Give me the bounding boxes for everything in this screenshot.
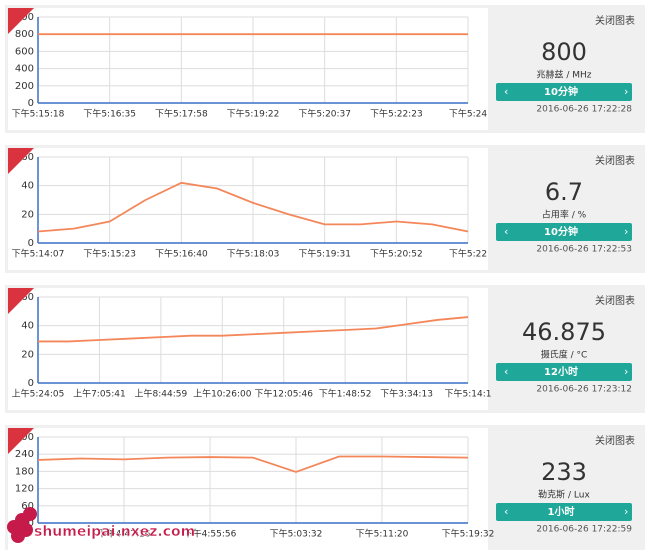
y-tick-label: 240 [15, 449, 34, 460]
x-tick-label: 下午5:14:07 [12, 248, 65, 260]
x-tick-label: 下午5:19:31 [298, 248, 351, 260]
y-tick-label: 20 [21, 349, 34, 360]
reading: 6.7 [545, 178, 583, 206]
data-line [38, 316, 469, 343]
data-line [37, 181, 469, 233]
chart-area [8, 148, 488, 270]
x-tick-label: 下午5:18:03 [227, 248, 280, 260]
x-tick-label: 下午5:11:20 [356, 528, 409, 540]
range-button[interactable] [496, 363, 632, 381]
x-tick-label: 下午5:17:58 [155, 108, 208, 120]
x-tick-label: 下午5:20:37 [298, 108, 351, 120]
y-tick-label: 180 [15, 466, 34, 477]
x-tick-label: 下午12:05:46 [255, 388, 314, 400]
y-tick-label: 200 [15, 81, 34, 92]
range-label[interactable]: 10分钟 [544, 85, 578, 98]
range-prev[interactable]: ‹ [504, 225, 508, 238]
corner-badge [8, 428, 34, 454]
data-line [37, 455, 469, 473]
unit: 兆赫兹 / MHz [536, 69, 591, 81]
corner-badge [8, 148, 34, 174]
x-tick-label: 下午4:47:16 [98, 528, 151, 540]
range-button[interactable] [496, 223, 632, 241]
close-chart[interactable]: 关闭图表 [595, 434, 635, 447]
chart-area [8, 288, 488, 410]
logo-berry [11, 529, 25, 543]
corner-badge [8, 288, 34, 314]
y-tick-label: 60 [21, 501, 34, 512]
x-tick-label: 上午10:26:00 [193, 388, 252, 400]
reading: 800 [541, 38, 587, 66]
x-tick-label: 下午5:15:23 [83, 248, 136, 260]
x-tick-label: 下午5:22:23 [370, 108, 423, 120]
x-tick-label: 下午5:16:35 [83, 108, 136, 120]
reading: 46.875 [522, 318, 606, 346]
logo-berry [23, 507, 37, 521]
range-prev[interactable]: ‹ [504, 505, 508, 518]
x-tick-label: 下午3:34:13 [380, 388, 433, 400]
range-prev[interactable]: ‹ [504, 365, 508, 378]
y-tick-label: 120 [15, 484, 34, 495]
x-tick-label: 下午5:16:40 [155, 248, 208, 260]
x-tick-label: 上午5:24:05 [12, 388, 65, 400]
range-next[interactable]: › [624, 85, 628, 98]
x-tick-label: 下午5:15:18 [12, 108, 65, 120]
x-tick-label: 下午5:03:32 [270, 528, 323, 540]
x-tick-label: 下午5:19:22 [227, 108, 280, 120]
y-tick-label: 0 [28, 518, 34, 529]
range-button[interactable] [496, 503, 632, 521]
y-tick-label: 60 [21, 292, 34, 303]
y-tick-label: 600 [15, 46, 34, 57]
unit: 勒克斯 / Lux [538, 489, 590, 501]
update-time: 2016-06-26 17:22:28 [536, 105, 632, 115]
close-chart[interactable]: 关闭图表 [595, 14, 635, 27]
x-tick-label: 下午5:20:52 [370, 248, 423, 260]
unit: 摄氏度 / °C [541, 349, 588, 361]
range-label[interactable]: 12小时 [544, 365, 578, 378]
update-time: 2016-06-26 17:22:53 [536, 245, 632, 255]
x-tick-label: 下午5:19:32 [442, 528, 495, 540]
range-prev[interactable]: ‹ [504, 85, 508, 98]
y-tick-label: 800 [15, 29, 34, 40]
y-tick-label: 0 [28, 378, 34, 389]
y-tick-label: 20 [21, 209, 34, 220]
range-label[interactable]: 10分钟 [544, 225, 578, 238]
y-tick-label: 60 [21, 152, 34, 163]
x-tick-label: 上午8:44:59 [135, 388, 188, 400]
y-tick-label: 40 [21, 181, 34, 192]
update-time: 2016-06-26 17:22:59 [536, 525, 632, 535]
y-tick-label: 400 [15, 64, 34, 75]
update-time: 2016-06-26 17:23:12 [536, 385, 632, 395]
range-label[interactable]: 1小时 [548, 505, 575, 518]
unit: 占用率 / % [542, 209, 587, 221]
x-tick-label: 下午1:48:52 [319, 388, 372, 400]
close-chart[interactable]: 关闭图表 [595, 294, 635, 307]
y-tick-label: 0 [28, 98, 34, 109]
reading: 233 [541, 458, 587, 486]
close-chart[interactable]: 关闭图表 [595, 154, 635, 167]
range-next[interactable]: › [624, 505, 628, 518]
logo-text: shumeipai.nxez.com [34, 524, 195, 540]
x-tick-label: 下午5:24 [449, 108, 487, 120]
range-next[interactable]: › [624, 365, 628, 378]
x-tick-label: 下午5:22 [449, 248, 487, 260]
range-button[interactable] [496, 83, 632, 101]
range-next[interactable]: › [624, 225, 628, 238]
corner-badge [8, 8, 34, 34]
y-tick-label: 40 [21, 321, 34, 332]
y-tick-label: 0 [28, 238, 34, 249]
x-tick-label: 下午5:14:1 [445, 388, 492, 400]
x-tick-label: 上午7:05:41 [73, 388, 126, 400]
x-tick-label: 下午4:55:56 [184, 528, 237, 540]
